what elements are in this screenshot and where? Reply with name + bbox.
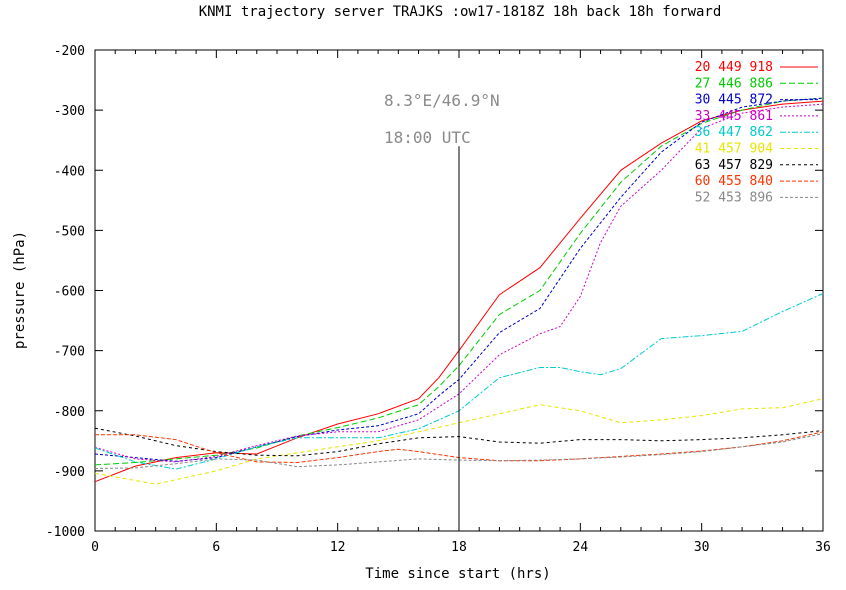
- legend-label: 20 449 918: [695, 60, 773, 75]
- location-annotation: 8.3°E/46.9°N: [384, 91, 500, 110]
- y-tick-label: -600: [54, 285, 85, 300]
- series-line: [94, 97, 824, 462]
- x-tick-label: 24: [573, 540, 589, 555]
- x-tick-label: 0: [91, 540, 99, 555]
- legend-label: 27 446 886: [695, 76, 773, 91]
- legend-label: 63 457 829: [695, 158, 773, 173]
- x-tick-label: 6: [212, 540, 220, 555]
- series-line: [94, 398, 824, 485]
- x-tick-label: 18: [451, 540, 467, 555]
- series-line: [94, 100, 824, 483]
- legend-label: 33 445 861: [695, 109, 773, 124]
- series-line: [94, 293, 824, 470]
- x-axis-label: Time since start (hrs): [365, 566, 550, 582]
- x-tick-label: 30: [694, 540, 710, 555]
- legend-label: 36 447 862: [695, 125, 773, 140]
- y-tick-label: -400: [54, 164, 85, 179]
- x-tick-label: 12: [330, 540, 346, 555]
- legend-label: 52 453 896: [695, 190, 773, 205]
- series-line: [95, 431, 824, 464]
- chart-title: KNMI trajectory server TRAJKS :ow17-1818…: [199, 4, 722, 20]
- y-axis-label: pressure (hPa): [12, 231, 28, 349]
- y-tick-label: -200: [54, 44, 85, 59]
- time-annotation: 18:00 UTC: [384, 128, 471, 147]
- y-tick-label: -300: [54, 104, 85, 119]
- y-tick-label: -1000: [46, 525, 85, 540]
- axis-ticks: -200 -300 -400 -500 -600 -700 -800 -900 -1000 0 6 1…: [46, 44, 831, 555]
- legend-label: 30 445 872: [695, 93, 773, 108]
- y-tick-label: -800: [54, 405, 85, 420]
- legend-label: 41 457 904: [695, 142, 773, 157]
- series-line: [94, 103, 824, 463]
- y-tick-label: -900: [54, 465, 85, 480]
- legend-label: 60 455 840: [695, 174, 773, 189]
- y-tick-label: -700: [54, 345, 85, 360]
- y-tick-label: -500: [54, 224, 85, 239]
- x-tick-label: 36: [815, 540, 831, 555]
- series-line: [94, 97, 824, 466]
